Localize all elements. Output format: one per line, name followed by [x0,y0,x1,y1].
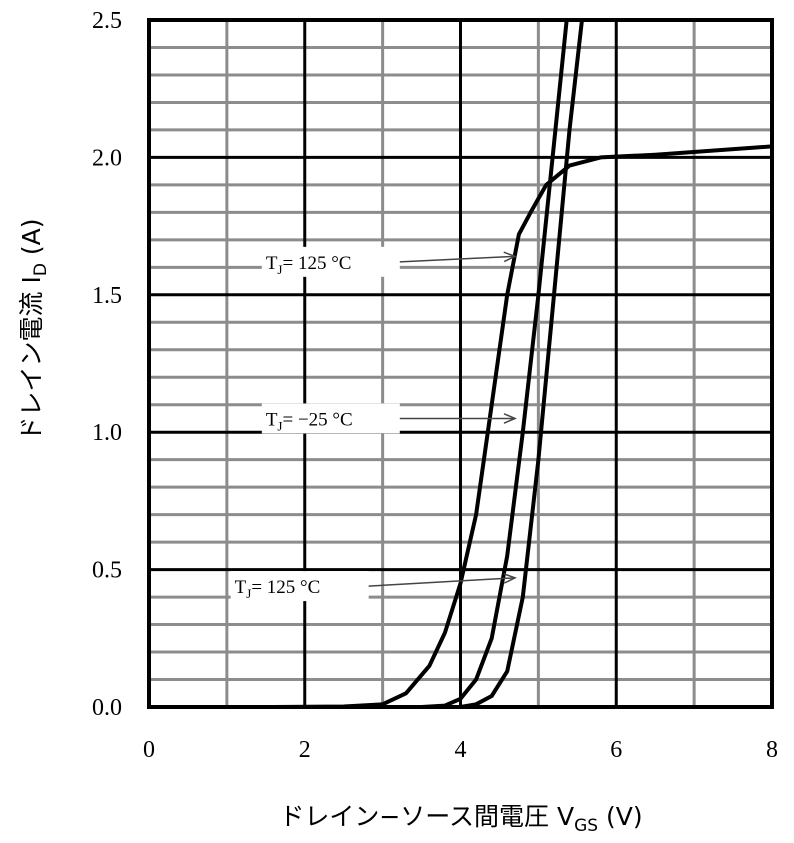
x-tick-label: 4 [455,737,467,763]
series-line-1 [271,144,772,707]
x-axis-label-main: ドレイン−ソース間電圧 V [279,802,574,831]
annotation-arrowhead-3 [503,573,517,584]
y-axis-label-unit: (A) [17,219,46,264]
annotation-value: = 125 °C [282,253,351,274]
y-tick-label: 2.0 [92,145,122,171]
x-tick-label: 8 [766,737,778,763]
y-axis-label-sub: D [31,263,51,276]
x-axis-label-unit: (V) [598,802,643,831]
annotation-t: T [266,409,278,430]
y-tick-label: 0.5 [92,558,122,584]
series-lines [271,20,772,707]
x-tick-label: 2 [299,737,311,763]
y-tick-label: 0.0 [92,695,122,721]
x-axis-label: ドレイン−ソース間電圧 VGS (V) [279,802,642,836]
annotation-value: = 125 °C [251,577,320,598]
x-axis-label-sub: GS [574,816,598,836]
y-axis-label: ドレイン電流 ID (A) [17,219,51,442]
annotation-arrowhead-1 [503,251,517,263]
annotation-label-2: TJ= −25 °C [266,409,353,433]
annotation-bg [261,246,400,277]
y-tick-label: 1.5 [92,283,122,309]
major-grid [149,20,772,707]
annotation-subscript: J [277,262,282,277]
annotation-value: = −25 °C [282,409,352,430]
annotation-bg [230,571,369,602]
annotation-t: T [266,253,278,274]
x-tick-label: 0 [143,737,155,763]
annotation-bg [261,403,400,434]
annotation-subscript: J [277,418,282,433]
y-axis-label-main: ドレイン電流 I [17,276,46,441]
annotation-arrowhead-2 [503,413,517,424]
tick-labels: 0 2 4 6 8 0.0 0.5 1.0 1.5 2.0 2.5 [92,8,778,763]
series-line-3 [458,20,584,707]
annotation-label-3: TJ= 125 °C [235,577,321,601]
y-tick-label: 2.5 [92,8,122,34]
annotation-arrow-3 [368,577,516,587]
x-tick-label: 6 [610,737,622,763]
series-line-2 [419,20,569,707]
annotation-arrow-1 [399,255,516,263]
y-tick-label: 1.0 [92,420,122,446]
annotation-label-1: TJ= 125 °C [266,253,352,277]
annotation-subscript: J [246,586,251,601]
annotation-t: T [235,577,247,598]
temperature-annotations: TJ= 125 °CTJ= −25 °CTJ= 125 °C [230,246,517,602]
